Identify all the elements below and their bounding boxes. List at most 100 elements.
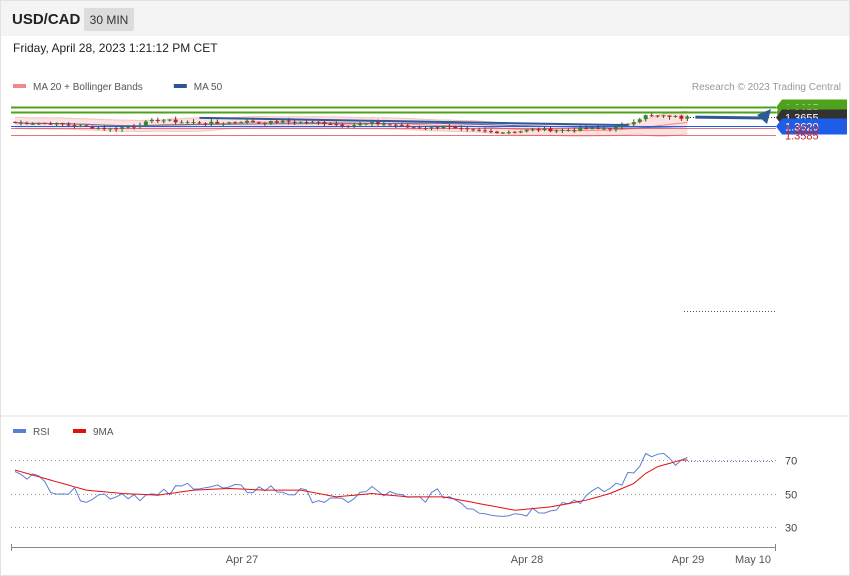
- candle-body: [78, 125, 83, 127]
- legend-label-0: MA 20 + Bollinger Bands: [33, 82, 143, 93]
- candle-body: [120, 127, 125, 129]
- rsi-legend-swatch-0: [13, 429, 26, 433]
- candle-body: [310, 121, 315, 123]
- candle-body: [399, 124, 404, 126]
- candle-body: [286, 120, 291, 122]
- rsi-series-9ma: [14, 459, 688, 511]
- ma50-line: [14, 122, 688, 129]
- rsi-tick-50: 50: [785, 490, 797, 502]
- candle-body: [66, 124, 71, 126]
- candle-body: [96, 127, 101, 129]
- candle-body: [215, 121, 220, 124]
- candle-body: [619, 125, 624, 127]
- candle-body: [643, 115, 648, 120]
- candle-body: [381, 124, 386, 126]
- candle-body: [524, 129, 529, 132]
- candle-body: [375, 122, 380, 125]
- candle-body: [685, 116, 690, 119]
- candle-body: [447, 126, 452, 128]
- candle-body: [239, 122, 244, 124]
- candle-body: [453, 126, 458, 129]
- candle-body: [340, 124, 345, 126]
- candle-body: [203, 123, 208, 125]
- candle-body: [429, 127, 434, 129]
- candle-body: [411, 127, 416, 129]
- candle-body: [542, 128, 547, 131]
- candle-body: [423, 128, 428, 130]
- candle-body: [221, 123, 226, 125]
- candle-body: [655, 115, 660, 117]
- header-bar: USD/CAD 30 MIN: [1, 1, 849, 36]
- candle-body: [126, 126, 131, 128]
- candle-body: [596, 127, 601, 129]
- candle-body: [566, 130, 571, 132]
- candle-body: [185, 122, 190, 124]
- candle-body: [673, 116, 678, 118]
- candle-body: [370, 122, 374, 124]
- candle-body: [679, 115, 684, 119]
- candle-body: [149, 119, 154, 122]
- candle-body: [102, 127, 107, 130]
- candle-body: [60, 123, 65, 125]
- candle-body: [36, 123, 41, 125]
- level-label-1.3585: 1.3585: [785, 131, 819, 143]
- candle-body: [387, 124, 392, 126]
- candle-body: [637, 119, 642, 122]
- datetime-label: Friday, April 28, 2023 1:21:12 PM CET: [13, 41, 218, 55]
- candle-body: [161, 120, 166, 122]
- candle-body: [316, 121, 321, 123]
- candle-body: [72, 125, 77, 127]
- candle-body: [441, 126, 446, 128]
- symbol-title: USD/CAD: [12, 11, 81, 28]
- candle-body: [209, 121, 214, 125]
- candle-body: [262, 122, 267, 124]
- rsi-series-rsi: [14, 452, 688, 517]
- candle-body: [494, 131, 499, 134]
- rsi-legend-swatch-1: [73, 429, 86, 433]
- candle-body: [459, 128, 464, 130]
- candle-body: [554, 130, 559, 132]
- candle-body: [298, 121, 303, 123]
- x-tick-may-10: May 10: [735, 554, 771, 566]
- candle-body: [661, 115, 666, 117]
- candle-body: [560, 129, 565, 131]
- candle-body: [256, 122, 261, 124]
- candle-body: [173, 119, 178, 123]
- legend-swatch-1: [173, 84, 187, 88]
- level-label-1.3620: 1.3620: [785, 122, 819, 134]
- candle-body: [465, 128, 470, 130]
- candle-body: [435, 127, 440, 129]
- candle-body: [54, 122, 59, 125]
- candle-body: [608, 128, 612, 130]
- rsi-legend-label-0: RSI: [33, 427, 50, 438]
- rsi-tick-70: 70: [785, 456, 797, 468]
- candle-body: [536, 129, 541, 131]
- candle-body: [274, 121, 279, 123]
- candle-body: [334, 124, 339, 126]
- candle-body: [304, 122, 309, 124]
- candle-body: [30, 123, 35, 125]
- candle-body: [489, 131, 493, 133]
- candle-body: [506, 132, 511, 134]
- candle-body: [197, 122, 202, 124]
- candle-body: [477, 129, 482, 131]
- candle-body: [417, 127, 422, 129]
- candle-body: [328, 124, 333, 126]
- candle-body: [48, 123, 53, 125]
- candle-body: [631, 122, 636, 125]
- candle-body: [245, 120, 250, 123]
- timeframe-badge[interactable]: 30 MIN: [84, 8, 134, 31]
- x-tick-apr-28: Apr 28: [511, 554, 543, 566]
- candle-body: [13, 121, 17, 123]
- level-label-1.3610: 1.3610: [785, 124, 819, 136]
- candle-body: [137, 125, 142, 127]
- legend-swatch-0: [13, 84, 26, 88]
- candle-body: [578, 127, 583, 131]
- candle-body: [268, 121, 273, 124]
- projection-arrow-shaft: [695, 115, 764, 120]
- candle-body: [518, 131, 523, 133]
- candle-body: [346, 125, 351, 127]
- candle-body: [405, 125, 410, 128]
- candle-body: [90, 126, 95, 129]
- candle-body: [613, 126, 618, 130]
